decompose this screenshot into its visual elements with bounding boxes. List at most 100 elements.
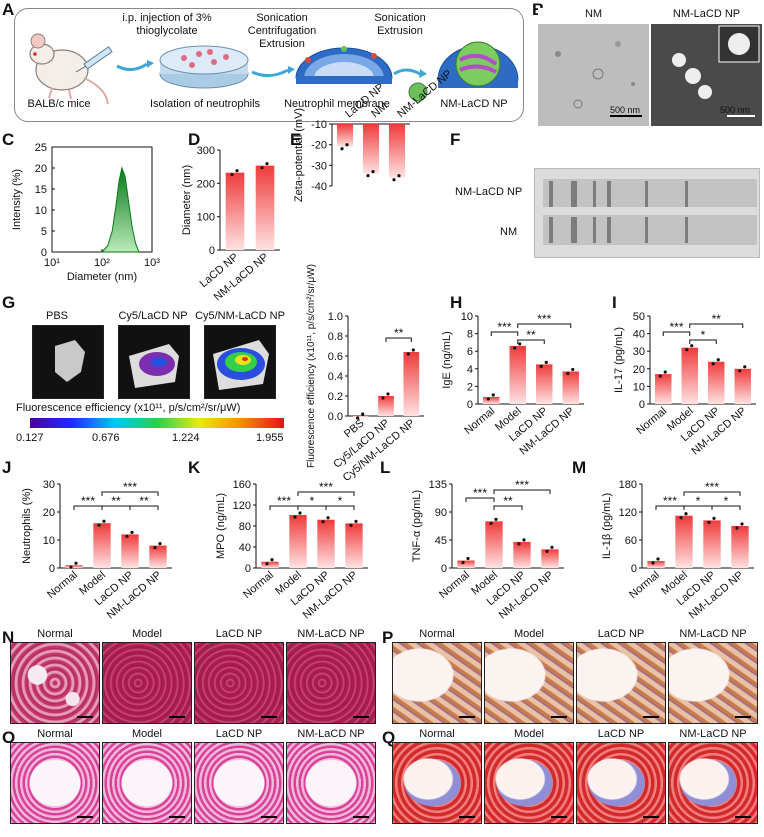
chart-E-point	[397, 174, 401, 178]
histology-P-image-0	[392, 642, 482, 724]
panel-letter-j: J	[2, 458, 12, 477]
chart-H-ytick-label: 8	[467, 329, 473, 341]
chart-K-point	[321, 520, 325, 524]
chart-E-point	[366, 174, 370, 178]
chart-C-xtick-label: 10³	[144, 257, 160, 269]
panel-letter-f: F	[450, 130, 461, 149]
chart-D-point	[235, 169, 239, 173]
step2-label-3: Extrusion	[259, 38, 305, 50]
chart-K-point	[270, 558, 274, 562]
chart-E-bar	[336, 124, 354, 147]
chart-H-bracket	[490, 331, 519, 336]
chart-M-bar	[647, 561, 665, 568]
chart-I-bar	[734, 368, 751, 404]
scale-bar	[643, 816, 659, 818]
chart-L-bar	[513, 541, 531, 568]
chart-L-ytick-label: 45	[435, 535, 447, 547]
chart-I-bar	[708, 361, 725, 404]
chart-E-ylabel: Zeta-potential (mV)	[293, 108, 305, 202]
histology-P-label-1: Model	[514, 628, 544, 640]
injection-label-2: thioglycolate	[136, 25, 198, 37]
chart-M-annotation: *	[724, 494, 729, 508]
chart-I-point	[663, 370, 667, 374]
chart-I-annotation: **	[712, 312, 722, 326]
chart-H-ytick-label: 6	[467, 346, 473, 358]
chart-C-ytick-label: 5	[41, 226, 47, 238]
chart-J-ytick-label: 30	[43, 479, 55, 491]
histology-P-label-0: Normal	[419, 628, 455, 640]
panel-letter-h: H	[450, 293, 463, 312]
chart-E-ytick-label: -40	[311, 181, 327, 193]
chart-L-bracket	[493, 505, 523, 510]
chart-M-annotation: *	[696, 494, 701, 508]
chart-J-ytick-label: 10	[43, 535, 55, 547]
nm-lacd-np-icon	[437, 41, 519, 88]
chart-E-point	[345, 143, 349, 147]
chart-C-ytick-label: 20	[35, 163, 47, 175]
chart-M-point	[740, 522, 744, 526]
chart-K-ytick-label: 0	[245, 563, 251, 575]
chart-G-bracket	[385, 337, 412, 342]
scale-bar	[353, 816, 369, 818]
chart-G-ytick-label: 0.0	[328, 411, 343, 423]
chart-I-ytick-label: 30	[633, 346, 645, 358]
chart-M-point	[712, 516, 716, 521]
chart-J-ytick-label: 0	[49, 563, 55, 575]
chart-I-bracket	[662, 331, 691, 336]
chart-J-annotation: **	[111, 494, 121, 508]
chart-J-bracket	[101, 491, 159, 496]
step3-label-2: Extrusion	[377, 25, 423, 37]
chart-G-ytick-label: 0.6	[328, 351, 343, 363]
histology-O-label-3: NM-LaCD NP	[297, 728, 365, 740]
chart-I-ytick-label: 40	[633, 329, 645, 341]
syringe-icon	[75, 46, 113, 73]
scale-bar	[77, 816, 93, 818]
chart-K-annotation: ***	[319, 480, 333, 494]
chart-M-ytick-label: 0	[631, 563, 637, 575]
ivis-label-lacd: Cy5/LaCD NP	[118, 310, 188, 322]
ivis-label-nmlacd: Cy5/NM-LaCD NP	[195, 310, 285, 322]
chart-H-point	[491, 393, 495, 397]
panel-letter-i: I	[612, 293, 617, 312]
histology-O-label-2: LaCD NP	[215, 728, 263, 740]
panel-letter-p: P	[382, 628, 394, 647]
chart-G-bar	[403, 352, 420, 416]
chart-I-point	[716, 358, 720, 362]
chart-J-annotation: ***	[81, 494, 95, 508]
histology-N-image-2	[194, 642, 284, 724]
chart-K-ytick-label: 40	[239, 542, 251, 554]
scale-bar	[169, 716, 185, 718]
histology-N-label-0: Normal	[37, 628, 73, 640]
chart-E-point	[340, 147, 344, 151]
histology-Q-image-2	[576, 742, 666, 824]
chart-H-bar	[483, 396, 500, 404]
colorbar	[30, 418, 284, 428]
histology-Q-label-0: Normal	[419, 728, 455, 740]
chart-D-point	[260, 166, 264, 170]
chart-D-point	[230, 173, 234, 177]
chart-J-bar	[121, 534, 139, 568]
chart-D-point	[265, 162, 269, 166]
chart-K-ytick-label: 120	[233, 500, 251, 512]
chart-I-bar	[681, 347, 698, 404]
chart-L-point	[545, 549, 549, 553]
chart-K-point	[293, 515, 297, 519]
colorbar-title: Fluorescence efficiency (x10¹¹, p/s/cm²/…	[16, 402, 241, 414]
scale-bar	[169, 816, 185, 818]
tem-nm: NM	[538, 8, 649, 126]
chart-H-annotation: ***	[497, 320, 511, 334]
chart-L-point	[466, 556, 470, 561]
chart-I-ytick-label: 20	[633, 364, 645, 376]
chart-L-ylabel: TNF-α (pg/mL)	[411, 490, 423, 562]
membrane-icon	[295, 46, 393, 84]
chart-I-annotation: *	[701, 328, 706, 342]
chart-K-bar	[317, 519, 335, 568]
chart-H-point	[571, 367, 575, 372]
chart-G-ytick-label: 1.0	[328, 311, 343, 323]
petri-dish-icon	[159, 45, 249, 89]
chart-C-ytick-label: 0	[41, 247, 47, 259]
chart-M-point	[656, 557, 660, 561]
chart-M-point	[651, 561, 655, 565]
chart-L-ytick-label: 90	[435, 507, 447, 519]
